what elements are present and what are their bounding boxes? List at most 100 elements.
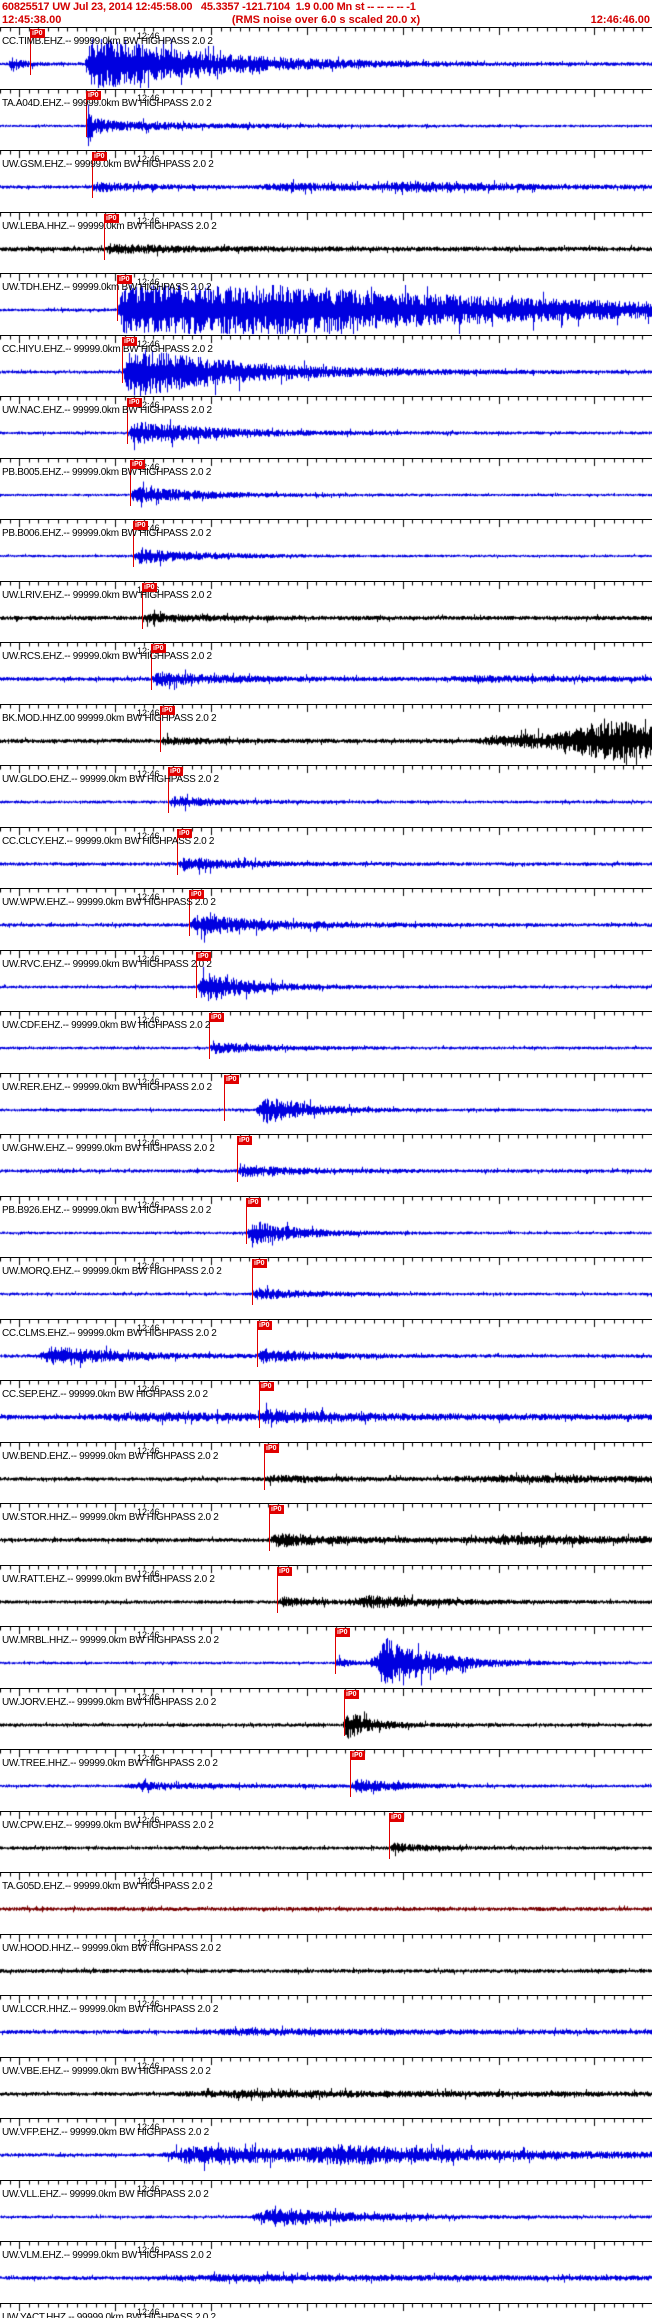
pick-flag[interactable]: iP0 [224, 1074, 239, 1084]
trace-row: 12:46 TA.A04D.EHZ.-- 99999.0km BW HIGHPAS… [0, 88, 652, 151]
waveform-canvas[interactable] [0, 889, 652, 950]
pick-line [104, 213, 105, 260]
waveform-canvas[interactable] [0, 397, 652, 458]
time-tick-label: 12:46 [137, 1199, 160, 1210]
pick-flag[interactable]: iP0 [335, 1628, 350, 1637]
waveform-canvas[interactable] [0, 1442, 652, 1504]
time-tick-label: 12:46 [137, 892, 160, 902]
trace-row: 12:46 UW.TDH.EHZ.-- 99999.0km BW HIGHPASS… [0, 273, 652, 335]
pick-flag[interactable]: iP0 [122, 336, 137, 346]
waveform-canvas[interactable] [0, 28, 652, 89]
waveform-canvas[interactable] [0, 1688, 652, 1750]
waveform-canvas[interactable] [0, 1627, 652, 1688]
station-label: UW.MORQ.EHZ.-- 99999.0km BW HIGHPASS 2.0… [2, 1266, 222, 1277]
waveform-canvas[interactable] [0, 704, 652, 766]
trace-row: 12:46 CC.CLCY.EHZ.-- 99999.0km BW HIGHPAS… [0, 826, 652, 889]
time-tick-label: 12:46 [137, 1322, 160, 1333]
pick-flag[interactable]: iP0 [237, 1136, 252, 1145]
pick-flag[interactable]: iP0 [86, 90, 101, 100]
waveform-canvas[interactable] [0, 2180, 652, 2242]
pick-flag[interactable]: iP0 [196, 951, 211, 961]
waveform-canvas[interactable] [0, 151, 652, 212]
pick-flag[interactable]: iP0 [130, 459, 145, 469]
trace-row: 12:46 UW.NAC.EHZ.-- 99999.0km BW HIGHPASS… [0, 396, 652, 458]
pick-flag[interactable]: iP0 [277, 1566, 292, 1576]
waveform-canvas[interactable] [0, 2057, 652, 2119]
waveform-canvas[interactable] [0, 1319, 652, 1381]
pick-flag[interactable]: iP0 [269, 1505, 284, 1514]
waveform-canvas[interactable] [0, 827, 652, 889]
time-tick-label: 12:46 [137, 31, 160, 41]
pick-flag[interactable]: iP0 [209, 1013, 224, 1022]
waveform-canvas[interactable] [0, 1996, 652, 2057]
waveform-canvas[interactable] [0, 335, 652, 397]
pick-line [269, 1505, 270, 1551]
pick-line [168, 767, 169, 813]
pick-flag[interactable]: iP0 [259, 1382, 274, 1391]
pick-flag[interactable]: iP0 [92, 152, 107, 161]
station-label: UW.RVC.EHZ.-- 99999.0km BW HIGHPASS 2.0 … [2, 958, 212, 970]
time-tick-label: 12:46 [137, 1937, 160, 1948]
waveform-canvas[interactable] [0, 643, 652, 704]
station-label: CC.TIMB.EHZ.-- 99999.0km BW HIGHPASS 2.0… [2, 36, 213, 47]
pick-flag[interactable]: iP0 [127, 398, 142, 407]
time-tick-label: 12:46 [137, 154, 160, 164]
waveform-canvas[interactable] [0, 1073, 652, 1135]
waveform-canvas[interactable] [0, 520, 652, 581]
pick-flag[interactable]: iP0 [160, 705, 175, 715]
pick-flag[interactable]: iP0 [151, 644, 166, 653]
waveform-canvas[interactable] [0, 1934, 652, 1996]
waveform-canvas[interactable] [0, 1135, 652, 1196]
waveform-canvas[interactable] [0, 2303, 652, 2318]
station-label: TA.G05D.EHZ.-- 99999.0km BW HIGHPASS 2.0… [2, 1881, 213, 1892]
station-label: UW.GSM.EHZ.-- 99999.0km BW HIGHPASS 2.0 … [2, 159, 214, 170]
pick-flag[interactable]: iP0 [168, 767, 183, 776]
time-tick-label: 12:46 [137, 646, 160, 656]
waveform-canvas[interactable] [0, 1750, 652, 1811]
rms-scale-note: (RMS noise over 6.0 s scaled 20.0 x) [231, 14, 421, 26]
pick-flag[interactable]: iP0 [350, 1751, 365, 1760]
waveform-canvas[interactable] [0, 1258, 652, 1319]
station-label: UW.BEND.EHZ.-- 99999.0km BW HIGHPASS 2.0… [2, 1450, 219, 1462]
station-label: PB.B005.EHZ.-- 99999.0km BW HIGHPASS 2.0… [2, 466, 211, 478]
pick-flag[interactable]: iP0 [104, 213, 119, 223]
waveform-canvas[interactable] [0, 1012, 652, 1073]
waveform-canvas[interactable] [0, 2242, 652, 2303]
waveform-canvas[interactable] [0, 212, 652, 274]
pick-flag[interactable]: iP0 [264, 1443, 279, 1453]
waveform-canvas[interactable] [0, 274, 652, 335]
trace-row: 12:46 PB.B005.EHZ.-- 99999.0km BW HIGHPAS… [0, 457, 652, 520]
time-tick-label: 12:46 [137, 707, 160, 718]
trace-row: 12:46 UW.VFP.EHZ.-- 99999.0km BW HIGHPASS… [0, 2118, 652, 2180]
waveform-canvas[interactable] [0, 950, 652, 1012]
waveform-canvas[interactable] [0, 766, 652, 827]
pick-flag[interactable]: iP0 [389, 1812, 404, 1822]
pick-flag[interactable]: iP0 [177, 828, 192, 838]
waveform-canvas[interactable] [0, 1811, 652, 1873]
waveform-canvas[interactable] [0, 1381, 652, 1442]
pick-flag[interactable]: iP0 [142, 582, 157, 592]
waveform-canvas[interactable] [0, 2119, 652, 2180]
waveform-canvas[interactable] [0, 1504, 652, 1565]
waveform-canvas[interactable] [0, 581, 652, 643]
waveform-canvas[interactable] [0, 89, 652, 151]
pick-flag[interactable]: iP0 [257, 1320, 272, 1330]
pick-line [122, 336, 123, 383]
waveform-canvas[interactable] [0, 458, 652, 520]
pick-flag[interactable]: iP0 [30, 29, 45, 38]
pick-flag[interactable]: iP0 [246, 1197, 261, 1207]
time-tick-label: 12:46 [137, 953, 160, 964]
pick-line [257, 1320, 258, 1367]
station-label: UW.JORV.EHZ.-- 99999.0km BW HIGHPASS 2.0… [2, 1696, 216, 1708]
trace-row: 12:46 UW.CPW.EHZ.-- 99999.0km BW HIGHPASS… [0, 1810, 652, 1873]
pick-flag[interactable]: iP0 [344, 1689, 359, 1699]
pick-flag[interactable]: iP0 [133, 521, 148, 530]
waveform-canvas[interactable] [0, 1565, 652, 1627]
pick-flag[interactable]: iP0 [189, 890, 204, 899]
pick-line [350, 1751, 351, 1797]
waveform-canvas[interactable] [0, 1873, 652, 1934]
pick-flag[interactable]: iP0 [117, 275, 132, 284]
waveform-canvas[interactable] [0, 1196, 652, 1258]
pick-line [209, 1013, 210, 1059]
pick-flag[interactable]: iP0 [252, 1259, 267, 1268]
